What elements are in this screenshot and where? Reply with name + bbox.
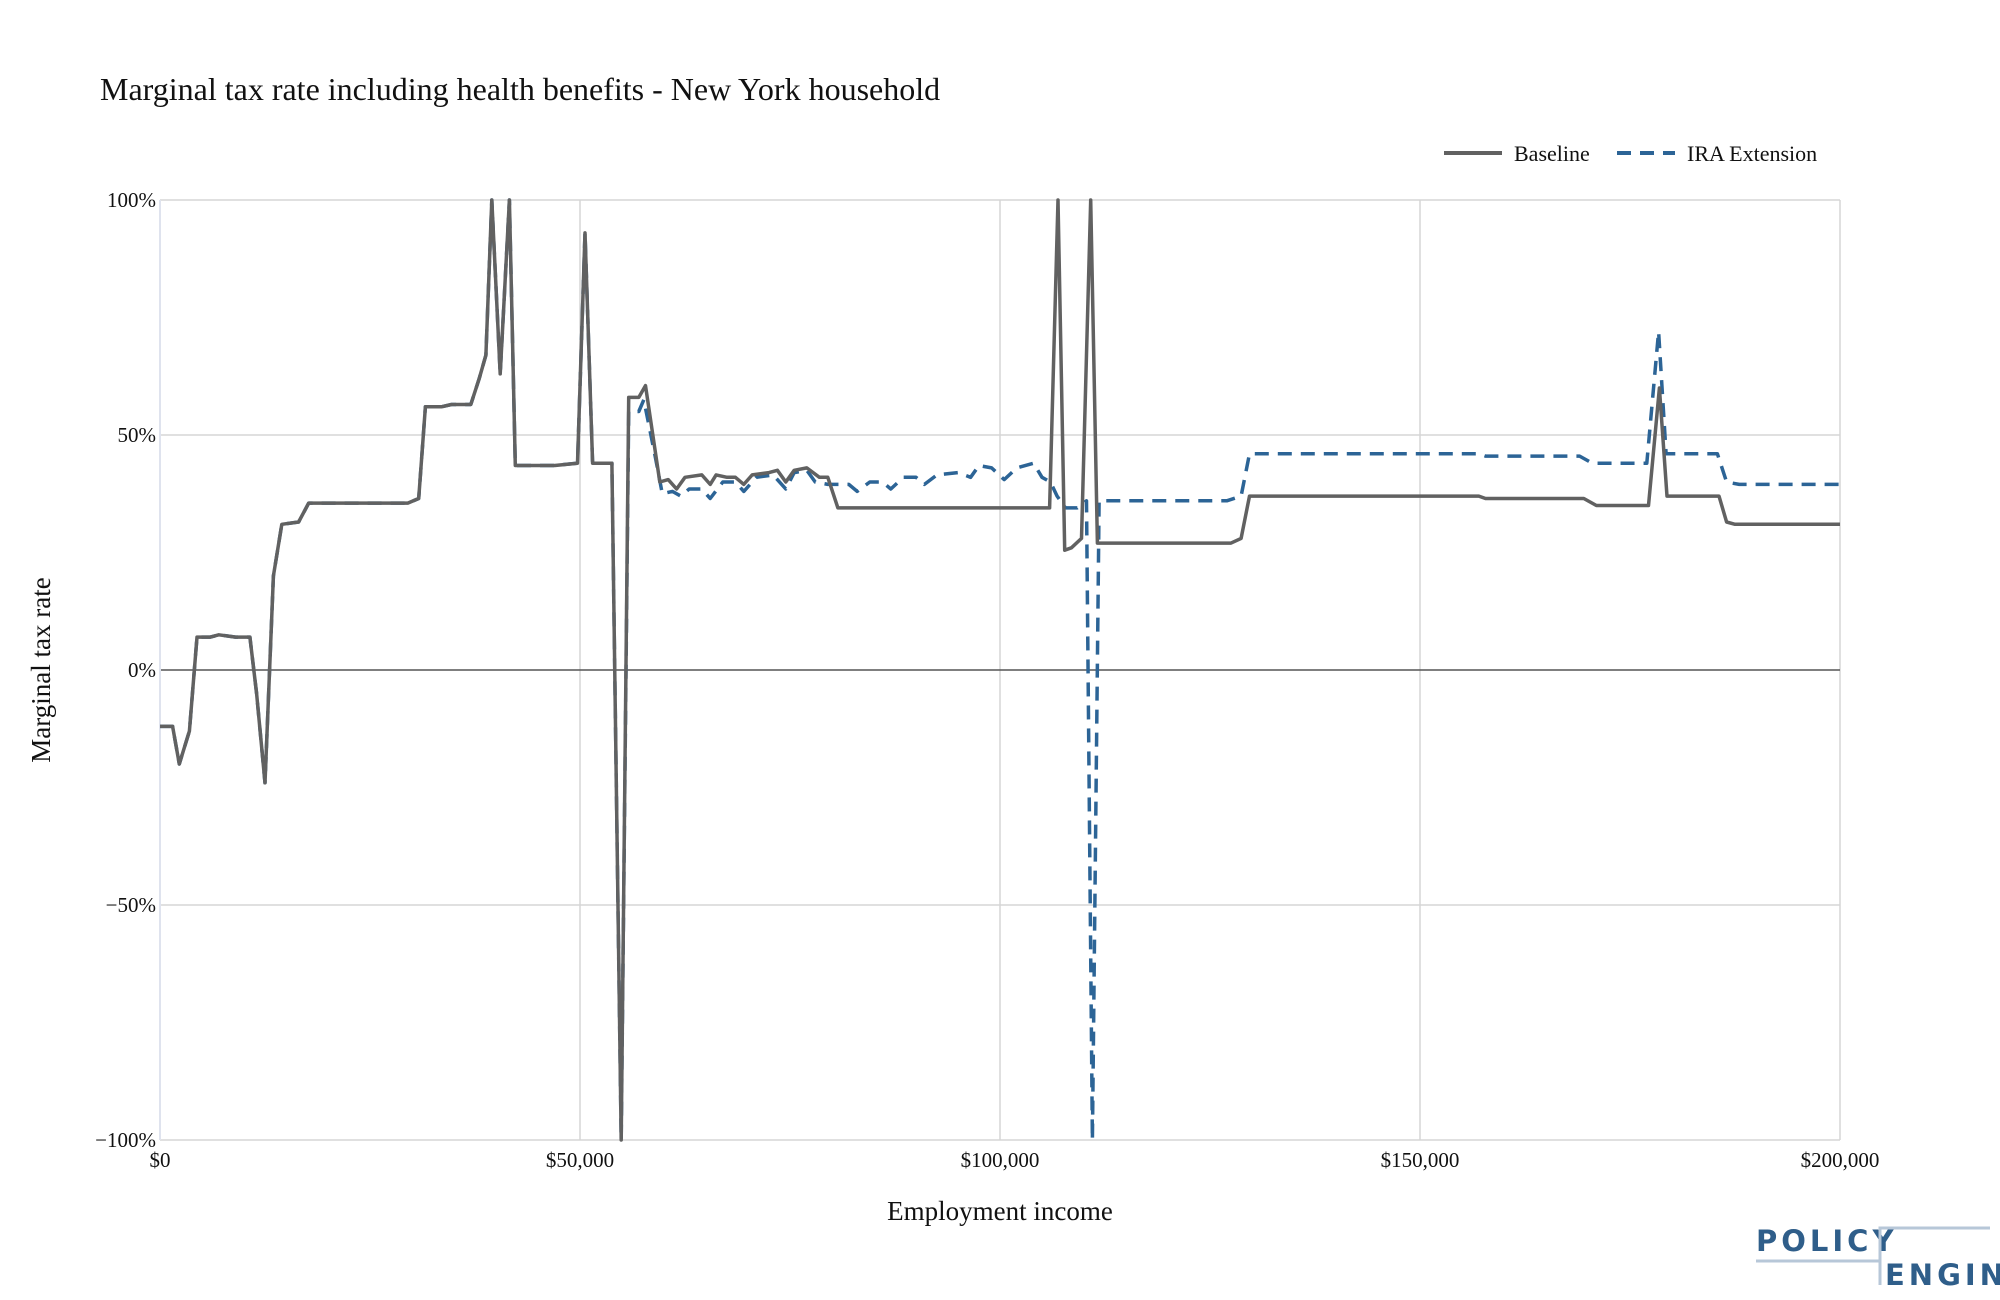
- y-tick-label: 100%: [107, 188, 156, 212]
- x-tick-label: $100,000: [961, 1148, 1040, 1172]
- y-tick-labels: 100% 50% 0% −50% −100%: [95, 188, 156, 1152]
- chart-title: Marginal tax rate including health benef…: [100, 71, 940, 107]
- x-axis-title: Employment income: [887, 1196, 1113, 1226]
- policyengine-logo: POLICY ENGINE: [1756, 1224, 2000, 1292]
- y-tick-label: −100%: [95, 1128, 156, 1152]
- legend: Baseline IRA Extension: [1444, 141, 1817, 166]
- x-tick-label: $150,000: [1381, 1148, 1460, 1172]
- y-axis-title: Marginal tax rate: [26, 577, 56, 762]
- x-tick-labels: $0 $50,000 $100,000 $150,000 $200,000: [150, 1148, 1880, 1172]
- series-line-baseline: [160, 198, 1840, 1142]
- logo-bracket-icon: [1756, 1226, 1990, 1285]
- x-tick-label: $0: [150, 1148, 171, 1172]
- logo-text-policy: POLICY: [1756, 1224, 1897, 1258]
- y-tick-label: −50%: [106, 893, 156, 917]
- series-lines: [160, 198, 1840, 1142]
- x-tick-label: $50,000: [546, 1148, 614, 1172]
- y-tick-label: 0%: [128, 658, 156, 682]
- x-tick-label: $200,000: [1801, 1148, 1880, 1172]
- logo-text-engine: ENGINE: [1885, 1258, 2000, 1292]
- legend-label-ira-extension: IRA Extension: [1687, 141, 1817, 166]
- y-tick-label: 50%: [118, 423, 157, 447]
- series-line-ira-extension: [160, 198, 1840, 1142]
- gridlines: [159, 199, 1841, 1141]
- legend-label-baseline: Baseline: [1514, 141, 1590, 166]
